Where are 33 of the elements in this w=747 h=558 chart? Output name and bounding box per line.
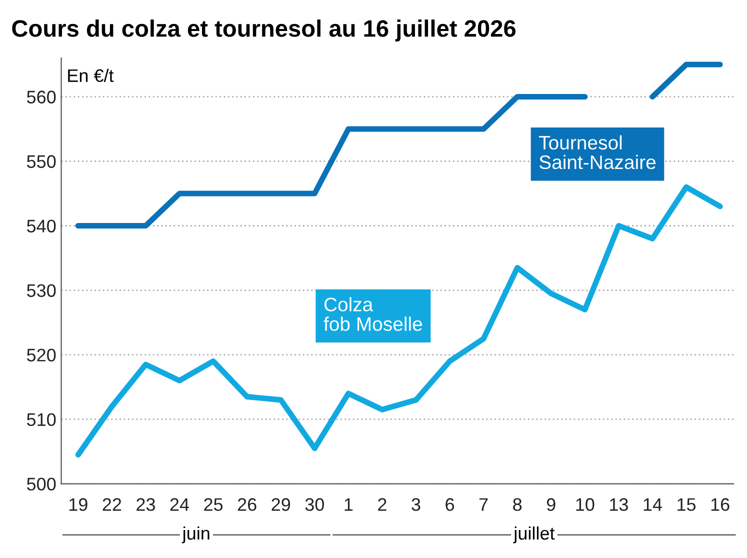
x-tick-label: 6 (446, 498, 454, 511)
x-tick-label: 7 (479, 498, 488, 511)
x-tick-label: 2 (378, 498, 386, 511)
text: juillet (513, 526, 555, 544)
y-tick-label: 510 (26, 413, 56, 426)
x-tick-label: 30 (305, 498, 324, 511)
x-tick-label: 16 (711, 498, 730, 511)
x-tick-label: 29 (272, 498, 290, 511)
text: juin (182, 526, 210, 544)
x-tick-label: 26 (238, 498, 256, 511)
chart-title: Cours du colza et tournesol au 16 juillet 2026 (12, 20, 516, 42)
y-tick-label: 500 (26, 478, 56, 491)
x-tick-label: 14 (644, 498, 662, 511)
x-tick-label: 13 (610, 498, 628, 511)
x-tick-label: 19 (69, 498, 88, 511)
x-tick-label: 9 (546, 498, 556, 511)
text: Colza fob Moselle (324, 297, 422, 331)
y-axis-title: En €/t (68, 68, 114, 82)
y-tick-label: 560 (26, 90, 56, 104)
x-tick-label: 15 (678, 498, 696, 511)
y-tick-label: 530 (26, 284, 56, 297)
x-tick-label: 24 (170, 498, 190, 511)
y-tick-label: 540 (26, 220, 56, 232)
x-tick-label: 25 (204, 498, 223, 511)
y-tick-label: 520 (26, 348, 56, 362)
x-tick-label: 22 (102, 498, 122, 511)
x-tick-label: 1 (344, 498, 353, 511)
x-tick-label: 10 (576, 498, 594, 511)
x-tick-label: 3 (412, 498, 420, 511)
series-label: Tournesol Saint-Nazaire (539, 135, 656, 170)
x-tick-label: 23 (136, 498, 155, 511)
y-tick-label: 550 (26, 155, 56, 168)
x-tick-label: 8 (513, 498, 522, 511)
